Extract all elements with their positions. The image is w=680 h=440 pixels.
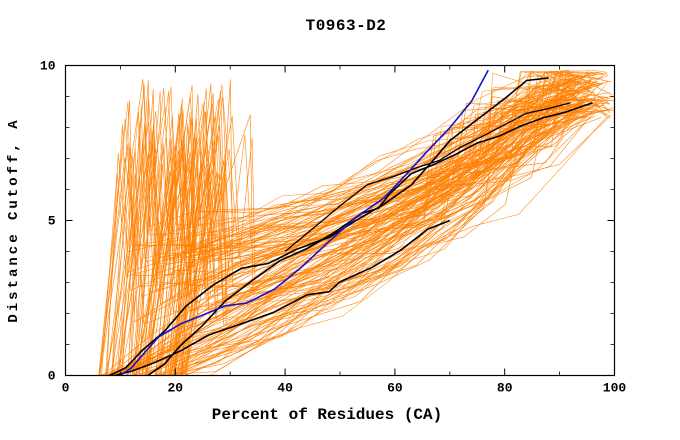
svg-text:20: 20	[167, 381, 183, 396]
svg-text:60: 60	[387, 381, 403, 396]
svg-text:5: 5	[48, 214, 56, 229]
svg-text:0: 0	[48, 369, 56, 384]
svg-text:80: 80	[497, 381, 513, 396]
svg-text:10: 10	[40, 59, 56, 74]
svg-text:40: 40	[277, 381, 293, 396]
svg-text:100: 100	[603, 381, 627, 396]
svg-text:0: 0	[62, 381, 70, 396]
